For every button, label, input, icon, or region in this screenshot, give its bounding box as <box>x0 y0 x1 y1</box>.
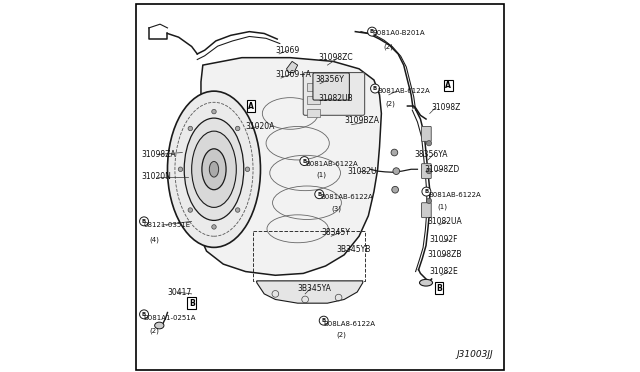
Text: B: B <box>189 299 195 308</box>
Ellipse shape <box>168 91 260 247</box>
Text: B: B <box>321 318 326 323</box>
Ellipse shape <box>155 322 164 329</box>
Circle shape <box>140 310 148 319</box>
Circle shape <box>371 84 380 93</box>
Text: 31069: 31069 <box>275 46 300 55</box>
Text: B: B <box>317 192 321 197</box>
Text: B081AB-6122A: B081AB-6122A <box>378 88 431 94</box>
Text: 38356Y: 38356Y <box>315 76 344 84</box>
Text: B081AB-6122A: B081AB-6122A <box>305 161 358 167</box>
Ellipse shape <box>191 131 236 208</box>
Circle shape <box>300 157 309 166</box>
Text: B: B <box>370 29 374 34</box>
Ellipse shape <box>419 279 433 286</box>
Text: (2): (2) <box>337 331 347 338</box>
Text: B081AB-6122A: B081AB-6122A <box>320 194 372 200</box>
Circle shape <box>188 208 193 212</box>
Circle shape <box>212 109 216 114</box>
FancyBboxPatch shape <box>422 203 431 218</box>
Text: B: B <box>142 219 146 224</box>
Circle shape <box>426 141 431 146</box>
Circle shape <box>179 167 183 171</box>
Ellipse shape <box>184 118 244 220</box>
Text: (1): (1) <box>437 203 447 210</box>
Text: 3B345YA: 3B345YA <box>298 284 332 293</box>
Text: 31098Z: 31098Z <box>431 103 461 112</box>
Text: B081A1-0251A: B081A1-0251A <box>143 315 196 321</box>
Text: 31020N: 31020N <box>141 172 172 181</box>
Text: B: B <box>302 158 307 164</box>
Text: B081AB-6122A: B081AB-6122A <box>428 192 481 198</box>
Text: 31082UA: 31082UA <box>428 217 463 226</box>
Text: B: B <box>424 189 429 194</box>
Text: B08LA8-6122A: B08LA8-6122A <box>324 321 376 327</box>
Circle shape <box>391 149 397 156</box>
Circle shape <box>315 190 324 199</box>
Text: 08121-0351E: 08121-0351E <box>143 222 191 228</box>
Circle shape <box>236 208 240 212</box>
Circle shape <box>319 316 328 325</box>
Text: 31098ZA: 31098ZA <box>141 150 176 159</box>
Text: 38356YA: 38356YA <box>415 150 449 159</box>
FancyBboxPatch shape <box>303 73 365 115</box>
Bar <box>307 96 320 104</box>
Circle shape <box>212 225 216 229</box>
Text: B: B <box>436 284 442 293</box>
Circle shape <box>236 126 240 131</box>
Circle shape <box>393 168 399 174</box>
Ellipse shape <box>209 161 219 177</box>
Circle shape <box>392 186 399 193</box>
Circle shape <box>367 27 376 36</box>
Text: 31098ZB: 31098ZB <box>428 250 462 259</box>
Text: 3109BZA: 3109BZA <box>344 116 379 125</box>
Circle shape <box>140 217 148 226</box>
Text: B081A0-B201A: B081A0-B201A <box>372 31 425 36</box>
Circle shape <box>245 167 250 171</box>
Text: (1): (1) <box>316 171 326 178</box>
Circle shape <box>188 126 193 131</box>
Text: (2): (2) <box>385 100 395 107</box>
Text: 31082U: 31082U <box>348 167 378 176</box>
Bar <box>307 109 320 117</box>
Bar <box>307 83 320 91</box>
FancyBboxPatch shape <box>422 164 431 179</box>
Polygon shape <box>257 281 363 303</box>
Text: (3): (3) <box>331 205 341 212</box>
Text: 3B345YB: 3B345YB <box>337 245 371 254</box>
Text: 31098ZC: 31098ZC <box>318 53 353 62</box>
Circle shape <box>426 169 431 174</box>
Text: A: A <box>445 81 451 90</box>
Text: A: A <box>248 102 254 110</box>
Text: (2): (2) <box>149 328 159 334</box>
Polygon shape <box>287 61 298 73</box>
Text: 31098ZD: 31098ZD <box>424 165 460 174</box>
Text: B: B <box>142 312 146 317</box>
Text: 38345Y: 38345Y <box>322 228 351 237</box>
Circle shape <box>426 198 431 203</box>
Text: 31082E: 31082E <box>429 267 458 276</box>
Text: (2): (2) <box>383 43 393 50</box>
Text: B: B <box>373 86 377 91</box>
Text: 31020A: 31020A <box>246 122 275 131</box>
Text: 31092F: 31092F <box>429 235 458 244</box>
Text: (4): (4) <box>149 237 159 243</box>
Polygon shape <box>195 58 381 275</box>
Text: J31003JJ: J31003JJ <box>456 350 493 359</box>
FancyBboxPatch shape <box>313 73 349 100</box>
Text: 30417: 30417 <box>168 288 192 296</box>
Text: 31069+A: 31069+A <box>275 70 311 79</box>
Text: 31082UB: 31082UB <box>318 94 353 103</box>
FancyBboxPatch shape <box>422 126 431 141</box>
Ellipse shape <box>202 149 226 190</box>
Circle shape <box>422 187 431 196</box>
